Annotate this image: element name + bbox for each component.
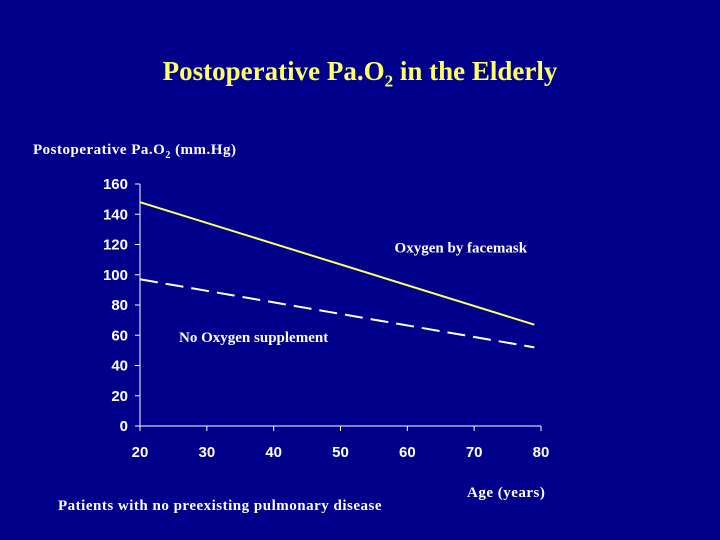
y-tick-label: 140 <box>103 206 128 223</box>
x-tick-label: 50 <box>332 444 349 461</box>
annotation-no-oxygen: No Oxygen supplement <box>179 330 328 346</box>
x-tick-label: 40 <box>265 444 282 461</box>
y-tick-label: 100 <box>103 267 128 284</box>
series-line-oxygen-facemask <box>139 201 535 326</box>
series-line-no-oxygen <box>139 278 535 349</box>
title-main: Postoperative Pa.O <box>162 56 385 86</box>
slide-title: Postoperative Pa.O2 in the Elderly <box>0 56 720 91</box>
ylabel-main: Postoperative Pa.O <box>33 142 166 158</box>
annotation-oxygen-facemask: Oxygen by facemask <box>395 241 528 257</box>
y-tick-label: 40 <box>111 358 128 375</box>
y-tick-label: 20 <box>111 388 128 405</box>
title-subscript: 2 <box>384 71 394 91</box>
ylabel-rest: (mm.Hg) <box>170 142 237 158</box>
x-tick-label: 80 <box>533 444 550 461</box>
title-rest: in the Elderly <box>393 56 558 86</box>
x-tick-label: 30 <box>198 444 215 461</box>
y-tick-label: 120 <box>103 237 128 254</box>
x-tick-label: 70 <box>466 444 483 461</box>
footer-note: Patients with no preexisting pulmonary d… <box>58 498 382 514</box>
y-tick-label: 60 <box>111 327 128 344</box>
x-tick-label: 20 <box>132 444 149 461</box>
y-tick-label: 0 <box>120 418 128 435</box>
ylabel-subscript: 2 <box>165 150 171 161</box>
y-tick-label: 80 <box>111 297 128 314</box>
x-axis-label: Age (years) <box>467 485 546 501</box>
x-tick-label: 60 <box>399 444 416 461</box>
y-axis-label: Postoperative Pa.O2 (mm.Hg) <box>33 142 236 161</box>
y-tick-label: 160 <box>103 176 128 193</box>
